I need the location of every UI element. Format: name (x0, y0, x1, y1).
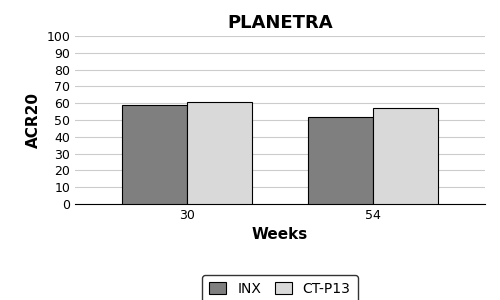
Bar (122, 105, 187, 204)
Legend: INX, CT-P13: INX, CT-P13 (202, 275, 358, 300)
X-axis label: Weeks: Weeks (252, 227, 308, 242)
Bar (308, 117, 373, 204)
Bar (373, 108, 438, 204)
Bar (187, 101, 252, 204)
Y-axis label: ACR20: ACR20 (26, 92, 40, 148)
Title: PLANETRA: PLANETRA (227, 14, 333, 32)
